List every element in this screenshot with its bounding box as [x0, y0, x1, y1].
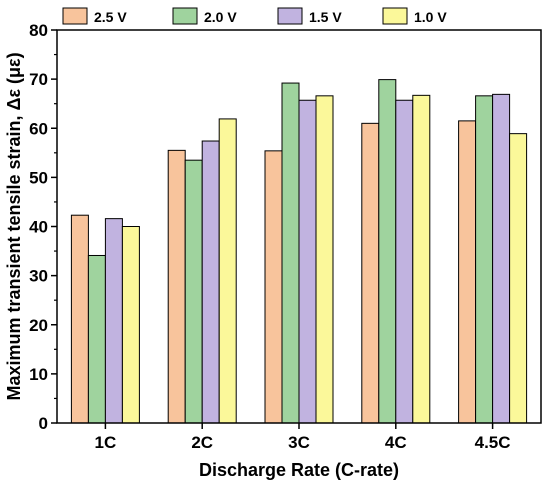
x-axis-title: Discharge Rate (C-rate)	[199, 460, 399, 480]
bar-3C-25V	[264, 150, 283, 424]
legend-item: 2.5 V	[62, 7, 127, 25]
legend-swatch	[62, 7, 88, 25]
x-tick-label: 4.5C	[475, 433, 511, 452]
y-tick-label: 0	[39, 414, 48, 433]
y-tick-label: 60	[29, 119, 48, 138]
legend-swatch	[277, 7, 303, 25]
legend-item: 2.0 V	[172, 7, 237, 25]
bar-2C-15V	[201, 140, 220, 424]
legend-label: 2.5 V	[94, 9, 127, 25]
legend-label: 1.5 V	[309, 9, 342, 25]
y-tick-label: 50	[29, 168, 48, 187]
legend-swatch	[382, 7, 408, 25]
bar-4_5C-20V	[475, 95, 494, 424]
bar-4C-15V	[395, 99, 414, 424]
x-tick-label: 1C	[95, 433, 117, 452]
bar-4C-10V	[412, 94, 431, 424]
y-tick-label: 20	[29, 316, 48, 335]
x-tick-label: 2C	[191, 433, 213, 452]
bar-1C-10V	[121, 226, 140, 424]
bar-2C-10V	[218, 118, 237, 424]
y-tick-label: 40	[29, 218, 48, 237]
y-tick-label: 70	[29, 70, 48, 89]
bar-4_5C-15V	[492, 93, 511, 424]
legend-label: 1.0 V	[414, 9, 447, 25]
bar-4_5C-25V	[458, 120, 477, 424]
y-tick-label: 10	[29, 365, 48, 384]
bar-3C-10V	[315, 95, 334, 424]
bar-3C-15V	[298, 99, 317, 424]
y-tick-label: 30	[29, 267, 48, 286]
axes-layer: 1C 2C 3C 4C 4.5C 0 10 20 30 40 50 60 70 80	[29, 21, 510, 452]
legend: 2.5 V 2.0 V 1.5 V 1.0 V	[62, 7, 447, 25]
bar-4C-25V	[361, 122, 380, 424]
legend-item: 1.0 V	[382, 7, 447, 25]
bar-1C-15V	[104, 218, 123, 424]
x-tick-label: 4C	[385, 433, 407, 452]
legend-swatch	[172, 7, 198, 25]
bar-4C-20V	[378, 79, 397, 424]
bar-1C-25V	[70, 214, 89, 424]
bar-3C-20V	[281, 82, 300, 424]
legend-item: 1.5 V	[277, 7, 342, 25]
y-tick-label: 80	[29, 21, 48, 40]
bars-layer	[70, 79, 528, 424]
y-axis-title: Maximum transient tensile strain, Δε (με…	[4, 52, 24, 400]
bar-2C-25V	[167, 149, 186, 424]
legend-label: 2.0 V	[204, 9, 237, 25]
bar-4_5C-10V	[509, 133, 528, 424]
bar-1C-20V	[87, 254, 106, 424]
bar-2C-20V	[184, 159, 203, 424]
x-tick-label: 3C	[288, 433, 310, 452]
